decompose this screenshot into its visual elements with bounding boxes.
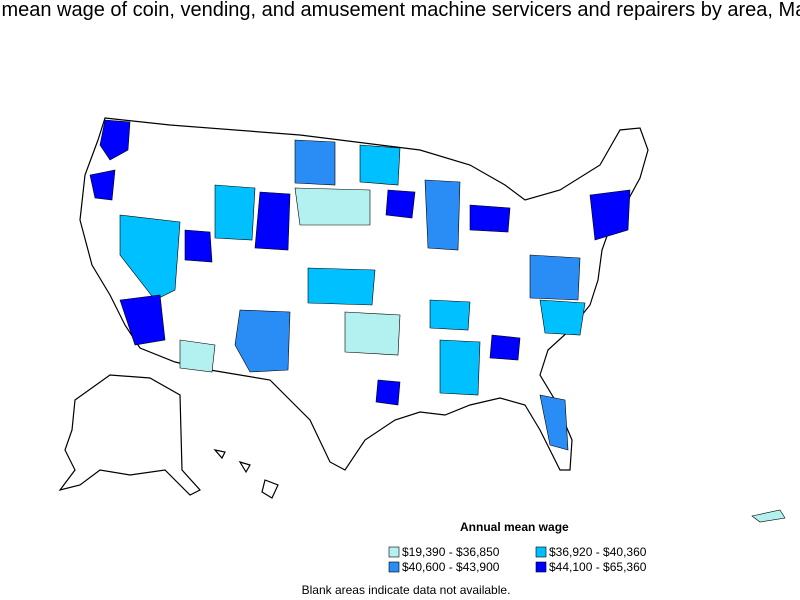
region — [424, 179, 461, 251]
legend-swatch — [535, 561, 547, 573]
legend: $19,390 - $36,850 $36,920 - $40,360 $40,60… — [388, 545, 647, 574]
region — [589, 189, 631, 241]
region — [539, 299, 586, 336]
legend-label: $36,920 - $40,360 — [549, 545, 647, 559]
legend-title: Annual mean wage — [460, 520, 569, 534]
region — [429, 299, 471, 331]
region — [469, 204, 511, 233]
map-title: Annual mean wage of coin, vending, and a… — [0, 0, 800, 21]
region — [489, 334, 521, 361]
hawaii-outline — [213, 449, 279, 499]
region — [119, 214, 181, 301]
legend-swatch — [535, 546, 547, 558]
region — [184, 229, 213, 263]
region — [344, 311, 401, 356]
region — [385, 189, 416, 219]
map-title-line-1: Annual mean wage of coin, vending, and a… — [0, 0, 800, 21]
region — [294, 139, 336, 186]
region — [234, 309, 291, 373]
region — [99, 119, 131, 161]
region — [439, 339, 481, 396]
puerto-rico — [751, 509, 786, 523]
region — [539, 394, 569, 451]
region — [214, 184, 256, 241]
legend-swatch — [388, 546, 400, 558]
legend-label: $40,600 - $43,900 — [402, 560, 500, 574]
region — [375, 379, 401, 406]
alaska-outline — [58, 374, 201, 496]
region — [89, 169, 116, 201]
region — [359, 144, 401, 186]
region — [179, 339, 216, 373]
region — [254, 191, 291, 251]
note: Blank areas indicate data not available. — [302, 583, 511, 597]
regions — [89, 119, 631, 451]
region — [307, 267, 376, 306]
region — [294, 187, 371, 226]
legend-swatch — [388, 561, 400, 573]
legend-label: $44,100 - $65,360 — [549, 560, 647, 574]
region — [119, 294, 166, 346]
region — [529, 254, 581, 301]
legend-label: $19,390 - $36,850 — [402, 545, 500, 559]
